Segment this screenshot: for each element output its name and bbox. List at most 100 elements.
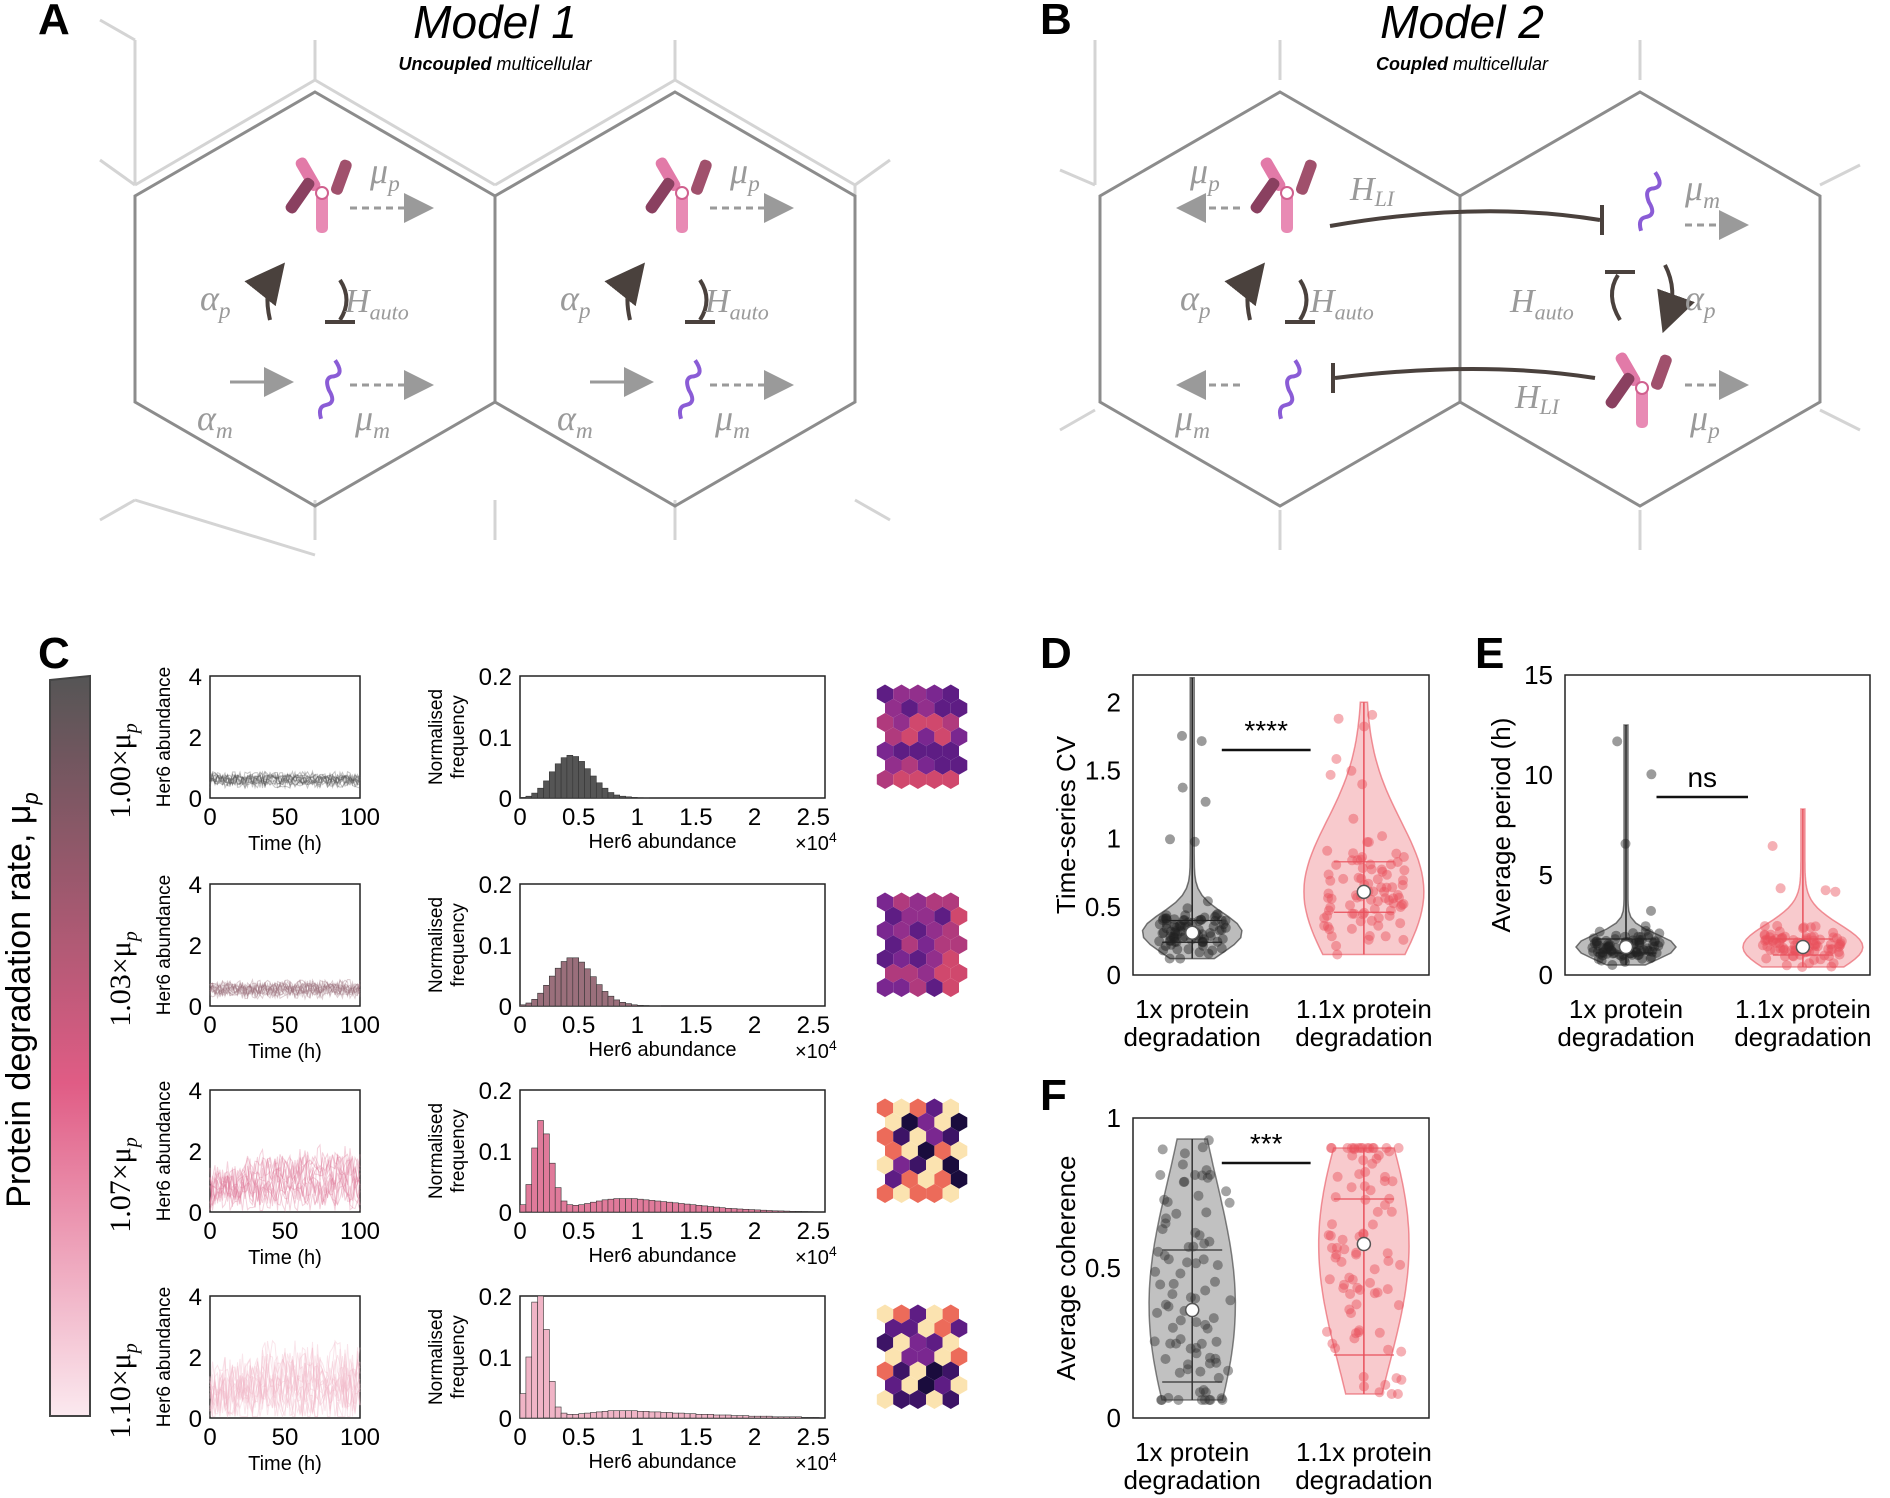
violin-point (1760, 935, 1771, 946)
histogram-bar (636, 1004, 644, 1007)
histogram-bar (695, 1205, 703, 1213)
timeseries-trace (209, 773, 361, 787)
histogram-bar (631, 1198, 638, 1213)
histogram-bar (754, 1209, 761, 1213)
hex-cell (926, 1184, 943, 1203)
violin-point (1200, 1285, 1211, 1296)
violin-point (1160, 1299, 1171, 1310)
violin-point (1834, 939, 1845, 950)
histogram-bar (548, 1381, 556, 1419)
hex-cell (885, 1375, 902, 1395)
violin-point (1367, 1219, 1378, 1230)
violin-ytick-label: 0 (1107, 1403, 1121, 1433)
histogram-bar (689, 1204, 697, 1213)
histogram-bar (525, 1356, 533, 1419)
timeseries-trace (209, 977, 361, 1000)
violin-point (1788, 935, 1799, 945)
histogram-bar (590, 1201, 597, 1213)
timeseries-trace (209, 770, 361, 789)
histogram-bar (584, 968, 591, 1007)
cell-b-right-outline (1458, 90, 1822, 508)
violin-point (1364, 931, 1375, 941)
timeseries-trace (209, 1340, 361, 1417)
violin-point (1161, 910, 1172, 921)
protein-a-left-arm-b (330, 159, 352, 195)
histogram-bar (543, 780, 550, 799)
violin-point (1347, 1274, 1358, 1285)
violin-point (1175, 1268, 1186, 1279)
violin-point (1369, 1288, 1380, 1299)
histogram-bar (531, 792, 538, 799)
violin-point (1357, 863, 1368, 874)
violin-point (1832, 933, 1842, 944)
violin-point (1379, 1176, 1390, 1187)
violin-point (1202, 896, 1213, 907)
hex-cell (917, 963, 935, 983)
rate-gradient-label-main: Protein degradation rate, μ (0, 804, 38, 1207)
hex-cell (926, 1361, 943, 1381)
protein-b-right (1605, 352, 1672, 428)
timeseries-trace (209, 1147, 361, 1209)
violin-ytick-label: 2 (1107, 687, 1121, 717)
hist-xtick-label: 2.5 (797, 1218, 830, 1245)
violin-point (1218, 919, 1229, 930)
violin-point (1331, 1242, 1342, 1253)
timeseries-trace (209, 773, 361, 787)
hex-cell (909, 684, 927, 704)
hist-xtick-label: 0.5 (562, 1012, 595, 1039)
violin-point (1213, 1372, 1224, 1383)
hex-cell (926, 1333, 943, 1352)
hex-tissue-3 (876, 1098, 968, 1203)
hex-cell (893, 1098, 910, 1118)
ts-xlabel: Time (h) (248, 1453, 322, 1475)
violin-point (1345, 900, 1355, 911)
histogram-bar (572, 1205, 579, 1213)
histogram-bar (572, 957, 579, 1007)
rate-label-main-1: 1.00×μ (104, 733, 137, 819)
violin-point (1326, 1143, 1337, 1153)
violin-point (1353, 1143, 1364, 1153)
timeseries-traces-3 (209, 1143, 361, 1213)
ts-xtick-label: 0 (203, 1424, 216, 1451)
violin-point (1326, 893, 1337, 904)
violin-point (1365, 1185, 1376, 1196)
hist-ytick-label: 0.2 (479, 1078, 512, 1105)
violin-point (1323, 893, 1334, 903)
violin-point (1351, 1299, 1362, 1310)
violin-point (1339, 1244, 1350, 1255)
violin-point (1593, 954, 1604, 965)
violin-point (1834, 949, 1845, 960)
histogram-bar (560, 961, 568, 1007)
histogram-bar (765, 1415, 773, 1419)
violin-point (1367, 709, 1378, 720)
histogram-bar (607, 1410, 615, 1419)
violin-point (1347, 855, 1358, 866)
violin-xlabel-line1: 1x protein (1569, 994, 1683, 1024)
violin-point (1767, 936, 1778, 947)
violin-point (1799, 922, 1809, 933)
violin-point (1774, 937, 1785, 948)
violin-point (1346, 765, 1357, 776)
violin-point (1163, 1392, 1174, 1403)
hex-cell (876, 684, 894, 704)
timeseries-trace (209, 770, 361, 789)
timeseries-trace (209, 982, 361, 997)
hex-cell (942, 1184, 959, 1203)
cell-right-outline (493, 90, 857, 508)
hex-cell (942, 1155, 959, 1175)
histogram-bar (625, 1198, 632, 1213)
hex-cell (901, 1318, 918, 1338)
timeseries-trace (209, 1373, 361, 1417)
violin-point (1163, 1254, 1174, 1265)
violin-point (1182, 1257, 1193, 1268)
hex-cell (901, 1112, 918, 1132)
violin-point (1154, 936, 1165, 947)
violin-point (1170, 926, 1181, 937)
violin-ytick-label: 1.5 (1085, 755, 1121, 785)
hist-exponent-power: 4 (829, 1449, 837, 1465)
violin-point (1161, 1213, 1171, 1224)
violin-point (1779, 944, 1790, 955)
hist-xtick-label: 0 (513, 1012, 526, 1039)
